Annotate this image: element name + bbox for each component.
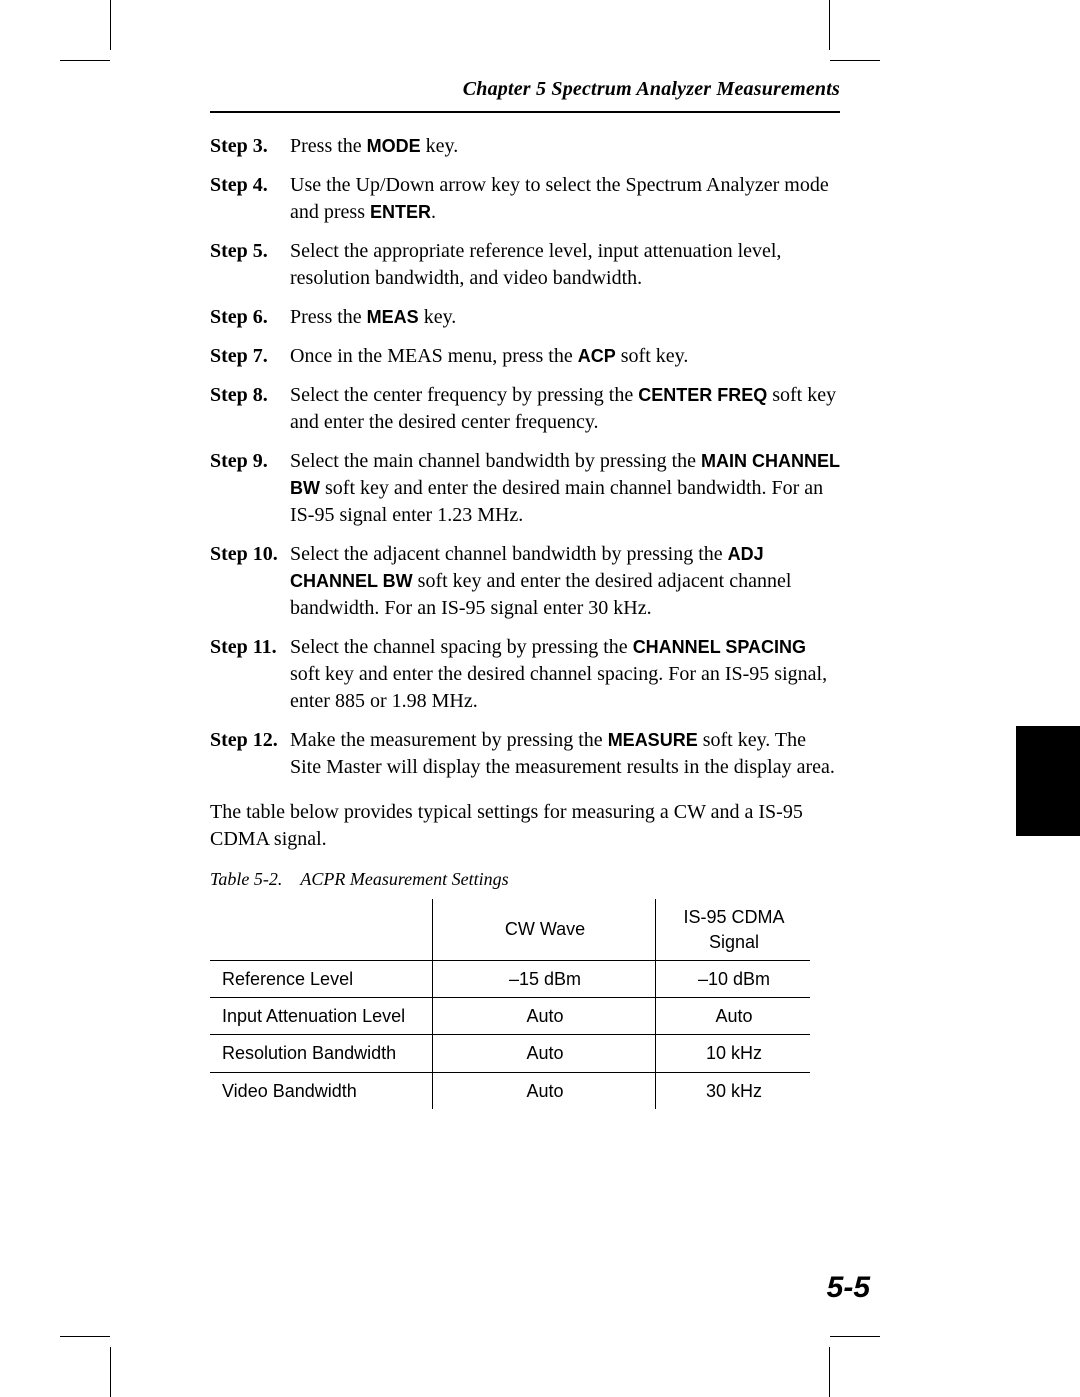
step-row: Step 5.Select the appropriate reference … (210, 238, 840, 292)
table-cell: Auto (433, 998, 656, 1035)
step-label: Step 6. (210, 304, 290, 331)
table-cell: –15 dBm (433, 960, 656, 997)
table-caption-number: Table 5-2. (210, 869, 282, 889)
steps-list: Step 3.Press the MODE key.Step 4.Use the… (210, 133, 840, 781)
step-body: Press the MODE key. (290, 133, 840, 160)
step-text: Once in the MEAS menu, press the (290, 345, 578, 367)
step-row: Step 3.Press the MODE key. (210, 133, 840, 160)
table-cell: –10 dBm (656, 960, 811, 997)
step-body: Select the appropriate reference level, … (290, 238, 840, 292)
key-name: MEAS (367, 307, 419, 327)
step-body: Select the adjacent channel bandwidth by… (290, 541, 840, 622)
table-header-cell: IS-95 CDMA Signal (656, 899, 811, 960)
step-body: Select the center frequency by pressing … (290, 382, 840, 436)
step-label: Step 5. (210, 238, 290, 265)
page-number: 5-5 (827, 1268, 870, 1309)
step-text: soft key. (616, 345, 689, 367)
table-row-label: Resolution Bandwidth (210, 1035, 433, 1072)
step-row: Step 6.Press the MEAS key. (210, 304, 840, 331)
page-content: Chapter 5 Spectrum Analyzer Measurements… (210, 76, 840, 1109)
step-text: Select the center frequency by pressing … (290, 384, 638, 406)
step-text: key. (421, 135, 459, 157)
step-body: Press the MEAS key. (290, 304, 840, 331)
step-text: Press the (290, 306, 367, 328)
intro-paragraph: The table below provides typical setting… (210, 799, 840, 853)
table-cell: Auto (433, 1035, 656, 1072)
step-text: Select the main channel bandwidth by pre… (290, 450, 701, 472)
key-name: ACP (578, 346, 616, 366)
key-name: MODE (367, 136, 421, 156)
step-label: Step 9. (210, 448, 290, 475)
table-cell: Auto (433, 1072, 656, 1109)
step-body: Once in the MEAS menu, press the ACP sof… (290, 343, 840, 370)
key-name: CENTER FREQ (638, 385, 767, 405)
step-label: Step 4. (210, 172, 290, 199)
table-cell: 30 kHz (656, 1072, 811, 1109)
table-caption: Table 5-2. ACPR Measurement Settings (210, 867, 840, 891)
step-text: Select the appropriate reference level, … (290, 240, 781, 289)
step-text: key. (419, 306, 457, 328)
step-row: Step 12.Make the measurement by pressing… (210, 727, 840, 781)
step-row: Step 8.Select the center frequency by pr… (210, 382, 840, 436)
table-row: Input Attenuation LevelAutoAuto (210, 998, 810, 1035)
step-text: . (431, 201, 436, 223)
table-header-row: CW Wave IS-95 CDMA Signal (210, 899, 810, 960)
running-head: Chapter 5 Spectrum Analyzer Measurements (210, 76, 840, 113)
step-text: Press the (290, 135, 367, 157)
table-cell: Auto (656, 998, 811, 1035)
step-label: Step 3. (210, 133, 290, 160)
key-name: ENTER (370, 202, 431, 222)
step-text: Select the channel spacing by pressing t… (290, 636, 633, 658)
step-body: Select the main channel bandwidth by pre… (290, 448, 840, 529)
settings-table: CW Wave IS-95 CDMA Signal Reference Leve… (210, 899, 810, 1109)
step-label: Step 8. (210, 382, 290, 409)
table-row: Reference Level–15 dBm–10 dBm (210, 960, 810, 997)
table-cell: 10 kHz (656, 1035, 811, 1072)
table-row-label: Input Attenuation Level (210, 998, 433, 1035)
step-body: Make the measurement by pressing the MEA… (290, 727, 840, 781)
step-text: Make the measurement by pressing the (290, 729, 608, 751)
step-body: Select the channel spacing by pressing t… (290, 634, 840, 715)
table-row-label: Reference Level (210, 960, 433, 997)
step-label: Step 10. (210, 541, 290, 568)
key-name: MEASURE (608, 730, 698, 750)
table-caption-title: ACPR Measurement Settings (300, 869, 508, 889)
step-row: Step 7.Once in the MEAS menu, press the … (210, 343, 840, 370)
step-row: Step 10.Select the adjacent channel band… (210, 541, 840, 622)
table-row: Resolution BandwidthAuto10 kHz (210, 1035, 810, 1072)
step-text: Select the adjacent channel bandwidth by… (290, 543, 728, 565)
step-row: Step 4.Use the Up/Down arrow key to sele… (210, 172, 840, 226)
step-label: Step 7. (210, 343, 290, 370)
key-name: CHANNEL SPACING (633, 637, 806, 657)
thumb-tab (1016, 726, 1080, 836)
table-header-cell (210, 899, 433, 960)
step-label: Step 12. (210, 727, 290, 754)
step-row: Step 9.Select the main channel bandwidth… (210, 448, 840, 529)
step-label: Step 11. (210, 634, 290, 661)
table-row-label: Video Bandwidth (210, 1072, 433, 1109)
step-text: soft key and enter the desired channel s… (290, 663, 827, 712)
step-row: Step 11.Select the channel spacing by pr… (210, 634, 840, 715)
table-header-cell: CW Wave (433, 899, 656, 960)
step-body: Use the Up/Down arrow key to select the … (290, 172, 840, 226)
table-row: Video BandwidthAuto30 kHz (210, 1072, 810, 1109)
step-text: soft key and enter the desired main chan… (290, 477, 823, 526)
